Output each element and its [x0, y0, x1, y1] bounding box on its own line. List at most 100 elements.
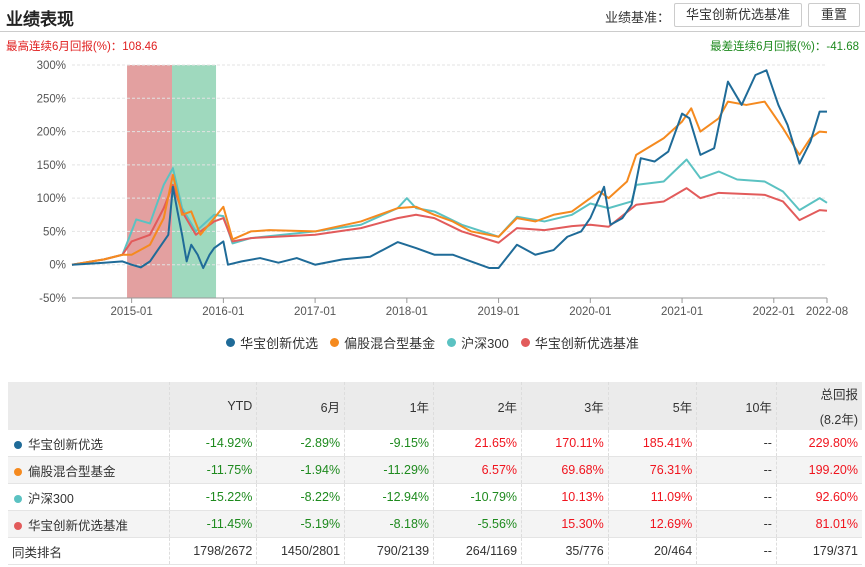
y-tick-label: 300%	[37, 60, 66, 72]
legend-item[interactable]: 华宝创新优选基准	[520, 333, 639, 352]
returns-table: YTD 6月 1年 2年 3年 5年 10年 总回报 (8.2年) 华宝创新优选 -14.92% -…	[8, 382, 862, 565]
y-tick-label: 0%	[49, 260, 66, 272]
benchmark-label: 业绩基准：	[605, 10, 671, 25]
min-6m-return: 最差连续6月回报(%)：-41.68	[710, 41, 859, 53]
legend-item[interactable]: 沪深300	[447, 333, 509, 352]
return-cell: 199.20%	[776, 456, 862, 484]
rank-cell: 1450/2801	[256, 537, 346, 565]
return-cell: -11.45%	[169, 510, 258, 538]
return-cell: -5.19%	[256, 510, 346, 538]
table-row: 偏股混合型基金 -11.75% -1.94% -11.29% 6.57% 69.68% 76…	[8, 456, 862, 484]
row-name: 偏股混合型基金	[8, 456, 170, 484]
rank-cell: 790/2139	[344, 537, 435, 565]
row-name: 华宝创新优选基准	[8, 510, 170, 538]
table-row: 沪深300 -15.22% -8.22% -12.94% -10.79% 10.13% 11…	[8, 483, 862, 511]
row-name-label: 沪深300	[28, 491, 74, 506]
reset-button[interactable]: 重置	[808, 3, 860, 27]
legend-dot-icon	[226, 338, 236, 347]
return-cell: -8.22%	[256, 483, 346, 511]
y-tick-label: 200%	[37, 127, 66, 139]
chart-legend: 华宝创新优选 偏股混合型基金 沪深300 华宝创新优选基准	[0, 333, 865, 352]
column-header: 5年	[608, 382, 698, 430]
table-row: 华宝创新优选 -14.92% -2.89% -9.15% 21.65% 170.11% 18…	[8, 430, 862, 457]
rank-cell: 20/464	[608, 537, 698, 565]
legend-dot-icon	[520, 338, 530, 347]
row-name: 华宝创新优选	[8, 430, 170, 457]
column-header: 10年	[696, 382, 777, 430]
rank-cell: 1798/2672	[169, 537, 258, 565]
x-tick-label: 2018-01	[386, 306, 428, 318]
return-cell: -11.75%	[169, 456, 258, 484]
highlight-band-min-6m-period	[171, 65, 217, 298]
rank-cell: 264/1169	[433, 537, 523, 565]
performance-chart: -50% 0% 50% 100% 150% 200% 250% 300% 2015-01 2016…	[37, 60, 849, 318]
column-header: 总回报 (8.2年)	[776, 382, 862, 430]
series-line-2	[71, 158, 828, 266]
header: 业绩表现 业绩基准： 华宝创新优选基准 重置	[0, 0, 865, 32]
benchmark-select-button[interactable]: 华宝创新优选基准	[674, 3, 802, 27]
column-header-total: 总回报	[820, 388, 858, 402]
y-tick-label: 150%	[37, 160, 66, 172]
series-line-0	[71, 69, 827, 270]
legend-label: 华宝创新优选	[240, 336, 319, 351]
column-header: 2年	[433, 382, 523, 430]
legend-item[interactable]: 偏股混合型基金	[330, 333, 435, 352]
series-line-1	[71, 100, 828, 266]
x-tick-label: 2017-01	[294, 306, 336, 318]
legend-label: 沪深300	[461, 336, 509, 351]
return-cell: -15.22%	[169, 483, 258, 511]
legend-item[interactable]: 华宝创新优选	[226, 333, 318, 352]
return-cell: 10.13%	[521, 483, 609, 511]
return-cell: -8.18%	[344, 510, 435, 538]
return-cell: 21.65%	[433, 430, 523, 457]
x-tick-label: 2015-01	[111, 306, 153, 318]
row-name-label: 华宝创新优选基准	[28, 518, 129, 533]
y-tick-label: 50%	[43, 226, 66, 238]
return-cell: -14.92%	[169, 430, 258, 457]
return-cell: --	[696, 483, 777, 511]
return-cell: -9.15%	[344, 430, 435, 457]
return-cell: 6.57%	[433, 456, 523, 484]
table-row: 华宝创新优选基准 -11.45% -5.19% -8.18% -5.56% 15.30% 1…	[8, 510, 862, 538]
y-tick-label: 100%	[37, 193, 66, 205]
return-cell: 76.31%	[608, 456, 698, 484]
return-cell: 11.09%	[608, 483, 698, 511]
return-cell: 81.01%	[776, 510, 862, 538]
x-tick-label: 2022-08	[806, 306, 848, 318]
legend-label: 偏股混合型基金	[344, 336, 436, 351]
return-cell: --	[696, 510, 777, 538]
rank-row: 同类排名 1798/2672 1450/2801 790/2139 264/1169 35…	[8, 537, 862, 565]
return-cell: -12.94%	[344, 483, 435, 511]
x-tick-label: 2020-01	[569, 306, 611, 318]
return-cell: 69.68%	[521, 456, 609, 484]
return-cell: 12.69%	[608, 510, 698, 538]
column-header: 6月	[256, 382, 346, 430]
return-cell: --	[696, 430, 777, 457]
return-cell: 229.80%	[776, 430, 862, 457]
row-name: 沪深300	[8, 483, 170, 511]
legend-dot-icon	[330, 338, 340, 347]
rank-cell: 35/776	[521, 537, 609, 565]
column-header: YTD	[169, 382, 258, 430]
return-cell: 170.11%	[521, 430, 609, 457]
x-tick-label: 2022-01	[753, 306, 795, 318]
max-6m-return: 最高连续6月回报(%)：108.46	[6, 41, 158, 53]
legend-label: 华宝创新优选基准	[534, 336, 639, 351]
row-name-label: 华宝创新优选	[28, 437, 104, 452]
return-cell: 185.41%	[608, 430, 698, 457]
row-name-label: 偏股混合型基金	[28, 464, 116, 479]
return-cell: --	[696, 456, 777, 484]
series-dot-icon	[14, 440, 22, 449]
legend-dot-icon	[447, 338, 457, 347]
return-cell: -1.94%	[256, 456, 346, 484]
series-dot-icon	[14, 467, 22, 476]
column-header: 1年	[344, 382, 435, 430]
x-tick-label: 2019-01	[477, 306, 519, 318]
column-header	[8, 382, 170, 430]
x-tick-label: 2021-01	[661, 306, 703, 318]
return-cell: -2.89%	[256, 430, 346, 457]
y-tick-label: 250%	[37, 93, 66, 105]
series-dot-icon	[14, 494, 22, 503]
rank-label: 同类排名	[8, 537, 170, 565]
rank-cell: 179/371	[776, 537, 862, 565]
